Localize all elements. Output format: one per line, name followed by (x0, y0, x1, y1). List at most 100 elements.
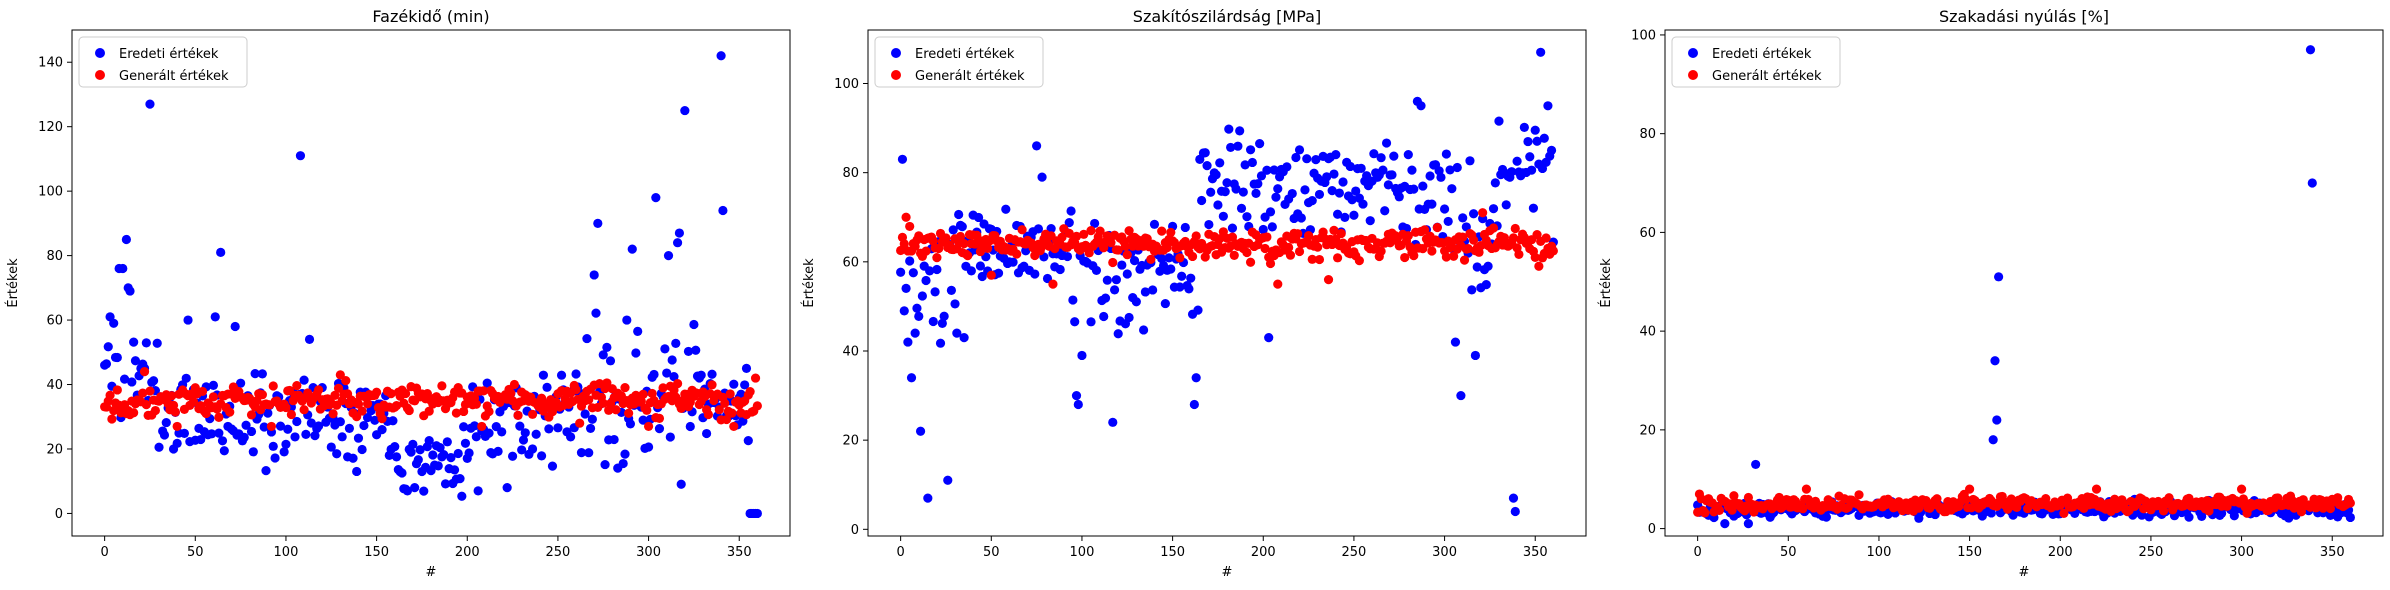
original-point (914, 311, 924, 321)
legend: Eredeti értékek Generált értékek (874, 36, 1044, 88)
original-point (1291, 152, 1301, 163)
generated-point (1441, 252, 1451, 262)
legend: Eredeti értékek Generált értékek (78, 36, 248, 88)
original-point (1200, 148, 1210, 158)
generated-point (1459, 255, 1470, 265)
original-point (1269, 165, 1279, 175)
generated-point (1106, 238, 1116, 248)
generated-point (1997, 491, 2007, 502)
original-point (576, 448, 587, 458)
series-generated (100, 367, 762, 432)
generated-point (1313, 242, 1323, 252)
generated-point (527, 409, 538, 419)
original-point (602, 342, 612, 352)
original-point (1472, 262, 1482, 272)
original-point (148, 376, 159, 386)
legend-box (1671, 36, 1841, 88)
generated-point (1463, 244, 1473, 254)
generated-point (611, 405, 621, 415)
x-tick-label: 200 (1251, 545, 1276, 560)
generated-point (105, 390, 115, 400)
generated-point (2164, 493, 2174, 503)
original-point (729, 379, 739, 389)
original-point (1389, 151, 1399, 161)
generated-point (386, 389, 396, 399)
generated-point (1329, 225, 1339, 235)
generated-point (1303, 231, 1314, 241)
original-point (520, 428, 530, 438)
original-point (950, 299, 960, 309)
y-axis-label: Értékek (5, 258, 21, 308)
generated-point (424, 406, 434, 416)
generated-point (1729, 491, 1739, 501)
subplot-2: Szakítószilárdság [MPa]0 50 100 150 200 250 30… (801, 7, 1587, 580)
original-point (210, 312, 220, 322)
original-point (1407, 165, 1417, 175)
original-point (1166, 264, 1176, 274)
generated-point (1854, 490, 1864, 500)
original-point (1394, 192, 1404, 202)
original-point (1070, 317, 1080, 327)
original-point (689, 319, 699, 330)
original-point (1213, 200, 1223, 210)
original-point (1307, 196, 1317, 206)
original-point (388, 416, 398, 426)
generated-point (478, 386, 489, 396)
generated-point (2041, 494, 2051, 504)
original-point (362, 412, 373, 423)
legend-marker-original (891, 48, 901, 58)
original-point (1131, 297, 1141, 307)
generated-point (1245, 257, 1256, 267)
generated-point (1071, 231, 1082, 241)
original-point (1255, 139, 1265, 149)
original-point (691, 345, 701, 355)
original-point (419, 486, 429, 496)
original-point (1062, 251, 1073, 262)
generated-point (901, 212, 911, 222)
original-point (1338, 177, 1348, 187)
generated-point (1774, 492, 1784, 503)
original-point (129, 337, 139, 347)
original-point (1021, 246, 1031, 256)
original-point (1113, 329, 1123, 339)
original-point (109, 318, 119, 328)
original-point (1296, 213, 1306, 223)
legend-marker-generated (1688, 70, 1698, 80)
original-point (1211, 170, 1221, 180)
generated-point (268, 381, 278, 391)
generated-point (112, 385, 122, 395)
generated-point (1714, 505, 1724, 515)
y-tick-label: 0 (55, 507, 63, 522)
original-point (702, 428, 712, 439)
generated-point (584, 395, 594, 405)
original-point (662, 368, 672, 378)
original-point (353, 433, 364, 443)
generated-point (1961, 494, 1971, 505)
generated-point (197, 386, 208, 397)
generated-point (750, 373, 761, 383)
generated-point (671, 392, 681, 402)
generated-point (1354, 256, 1364, 266)
original-point (1465, 156, 1475, 166)
generated-point (1273, 279, 1283, 289)
original-point (1186, 273, 1196, 283)
original-point (1510, 506, 1520, 517)
original-point (975, 261, 986, 271)
original-point (1226, 142, 1236, 153)
generated-point (1468, 235, 1479, 245)
original-point (631, 348, 641, 358)
original-point (279, 447, 289, 457)
y-tick-label: 60 (842, 255, 859, 270)
original-point (1488, 204, 1499, 214)
original-point (740, 380, 750, 390)
original-point (1743, 519, 1753, 529)
original-point (214, 428, 224, 438)
original-point (1490, 178, 1500, 188)
generated-point (658, 383, 668, 393)
original-point (1447, 184, 1457, 194)
generated-point (983, 243, 993, 253)
original-point (625, 419, 636, 429)
original-point (585, 423, 596, 434)
original-point (1220, 187, 1230, 197)
generated-point (437, 381, 447, 391)
